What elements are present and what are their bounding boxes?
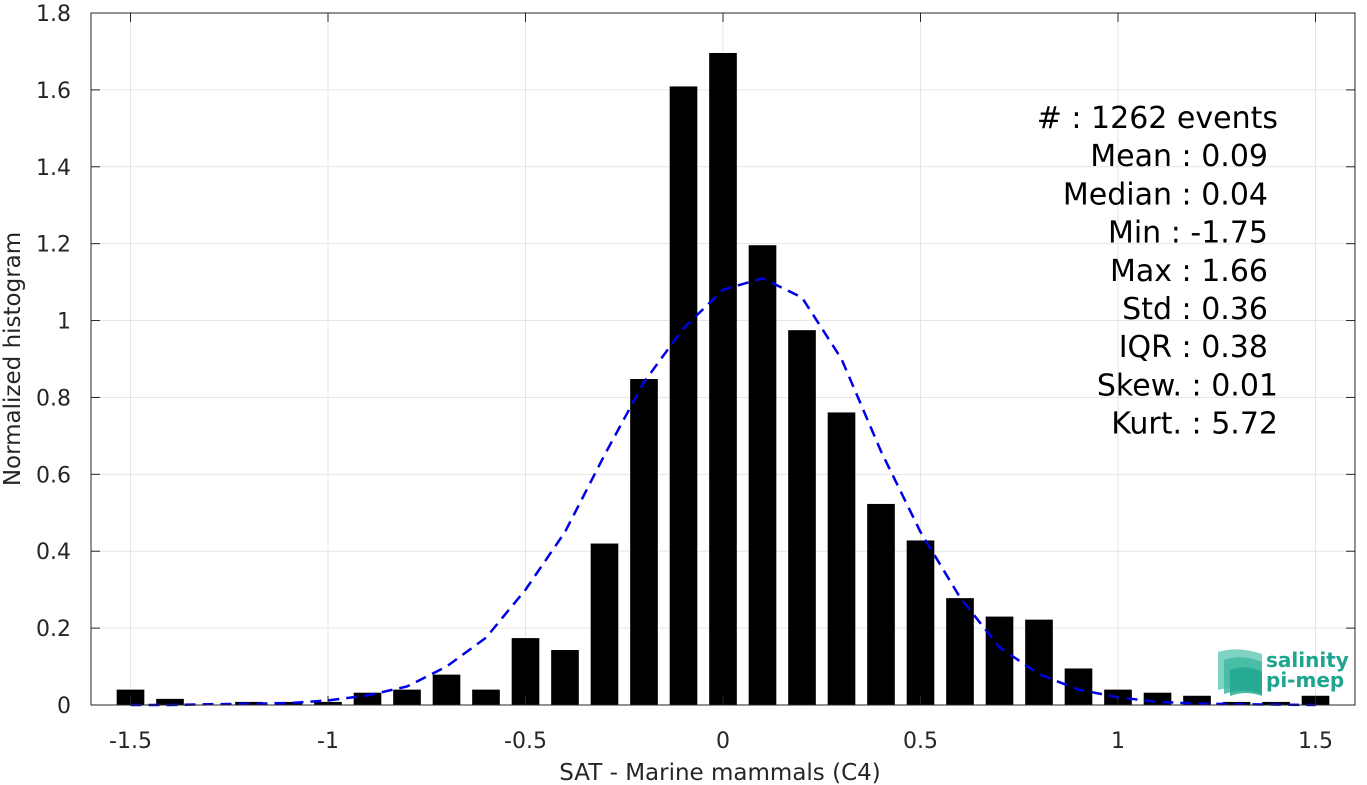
- stat-std: Std : 0.36: [1122, 292, 1268, 327]
- x-tick-label: 1: [1111, 729, 1125, 754]
- stat-events: # : 1262 events: [1037, 101, 1278, 136]
- histogram-bar: [551, 650, 579, 705]
- stat-mean: Mean : 0.09: [1090, 139, 1268, 174]
- y-tick-label: 0: [57, 694, 71, 719]
- logo-text-line1: salinity: [1266, 648, 1349, 672]
- x-axis-ticks: -1.5 -1 -0.5 0 0.5 1 1.5: [109, 13, 1333, 754]
- histogram-bar: [1064, 668, 1093, 705]
- histogram-bar: [748, 245, 777, 705]
- stat-kurt: Kurt. : 5.72: [1111, 407, 1278, 442]
- histogram-bars: [116, 52, 1330, 705]
- y-tick-label: 0.2: [36, 617, 71, 642]
- stat-skew: Skew. : 0.01: [1097, 368, 1278, 403]
- histogram-bar: [472, 689, 500, 705]
- x-tick-label: -0.5: [504, 729, 547, 754]
- stat-iqr: IQR : 0.38: [1119, 330, 1268, 365]
- histogram-bar: [393, 689, 421, 705]
- histogram-bar: [511, 638, 540, 705]
- histogram-bar: [156, 698, 184, 705]
- x-tick-label: -1.5: [109, 729, 152, 754]
- x-tick-label: 0: [716, 729, 730, 754]
- histogram-bar: [669, 86, 698, 705]
- histogram-bar: [590, 543, 619, 705]
- histogram-bar: [827, 412, 856, 705]
- logo-text-line2: pi-mep: [1266, 668, 1344, 692]
- histogram-bar: [867, 503, 895, 705]
- y-tick-label: 1.8: [36, 2, 71, 27]
- stat-max: Max : 1.66: [1110, 254, 1268, 289]
- x-tick-label: -1: [317, 729, 339, 754]
- salinity-pi-mep-logo: salinity pi-mep: [1218, 648, 1349, 696]
- histogram-bar: [1183, 695, 1211, 705]
- stat-median: Median : 0.04: [1063, 177, 1268, 212]
- y-tick-label: 0.4: [36, 540, 71, 565]
- y-tick-label: 1.2: [36, 233, 71, 258]
- y-tick-label: 1.4: [36, 156, 71, 181]
- x-tick-label: 0.5: [903, 729, 938, 754]
- histogram-bar: [985, 616, 1014, 705]
- histogram-bar: [353, 692, 382, 705]
- y-axis-ticks: 0 0.2 0.4 0.6 0.8 1 1.2 1.4 1.6 1.8: [36, 2, 1355, 719]
- x-tick-label: 1.5: [1298, 729, 1333, 754]
- histogram-bar: [274, 701, 303, 705]
- histogram-bar: [946, 598, 974, 705]
- y-tick-label: 0.8: [36, 386, 71, 411]
- y-tick-label: 1: [57, 310, 71, 335]
- x-axis-label: SAT - Marine mammals (C4): [559, 760, 881, 785]
- histogram-bar: [630, 378, 658, 705]
- histogram-bar: [1025, 619, 1053, 705]
- stat-min: Min : -1.75: [1108, 216, 1268, 251]
- wave-logo-icon: [1218, 649, 1262, 696]
- histogram-bar: [788, 330, 816, 705]
- histogram-bar: [906, 540, 935, 705]
- y-tick-label: 0.6: [36, 463, 71, 488]
- y-axis-label: Normalized histogram: [0, 232, 26, 486]
- y-tick-label: 1.6: [36, 79, 71, 104]
- histogram-bar: [709, 52, 737, 705]
- histogram-bar: [432, 674, 461, 705]
